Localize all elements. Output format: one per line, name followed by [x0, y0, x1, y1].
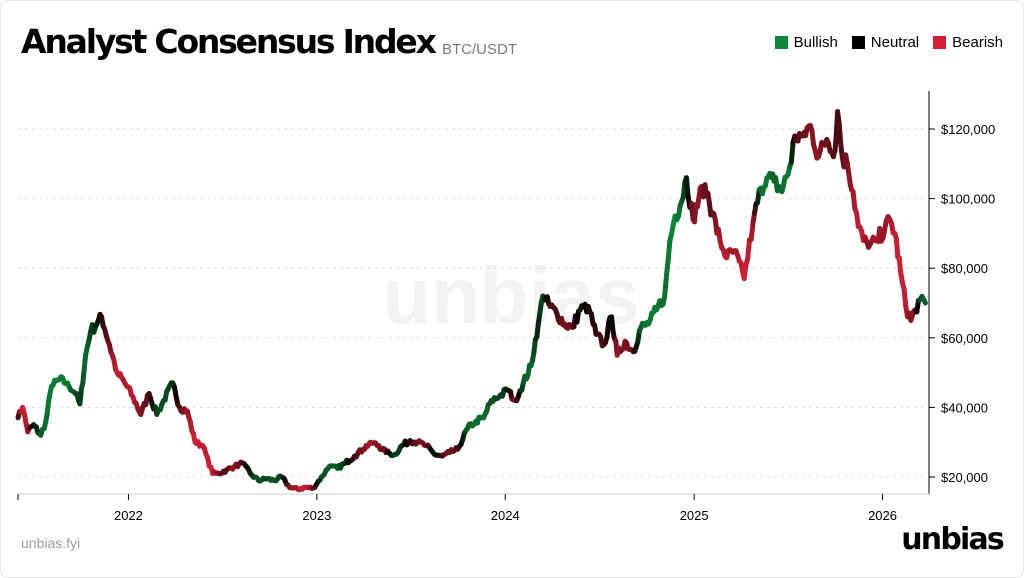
- legend-label-bullish: Bullish: [793, 34, 838, 51]
- chart-subtitle: BTC/USDT: [442, 41, 517, 58]
- watermark-text: unbias: [382, 251, 640, 340]
- legend: Bullish Neutral Bearish: [774, 34, 1003, 51]
- price-line-segment: [77, 386, 84, 407]
- y-tick-label: $60,000: [941, 331, 988, 346]
- x-tick-label: 2026: [868, 508, 897, 523]
- price-line-segment: [745, 237, 752, 262]
- axes: $20,000 $40,000 $60,000 $80,000 $100,000 $120…: [17, 91, 995, 523]
- brand-logo: unbias: [901, 522, 1005, 557]
- price-line-segment: [664, 257, 671, 278]
- chart-title: Analyst Consensus Index: [21, 22, 437, 61]
- legend-swatch-bearish: [933, 36, 947, 49]
- price-line-segment: [748, 220, 756, 242]
- y-tick-label: $20,000: [941, 470, 988, 485]
- legend-item-bullish: Bullish: [774, 34, 838, 51]
- grid-lines: [18, 128, 929, 478]
- price-line-segment: [683, 175, 691, 199]
- price-chart: unbias $20,000 $40,000 $60,000 $80,000 $100,…: [15, 91, 995, 523]
- y-tick-label: $80,000: [941, 261, 988, 276]
- price-line: [15, 109, 928, 493]
- x-tick-label: 2023: [302, 508, 331, 523]
- price-line-segment: [893, 236, 901, 260]
- legend-item-bearish: Bearish: [933, 34, 1003, 51]
- legend-label-neutral: Neutral: [870, 34, 920, 51]
- price-line-segment: [662, 273, 669, 299]
- price-line-segment: [850, 189, 858, 211]
- legend-swatch-neutral: [851, 36, 865, 49]
- y-tick-label: $120,000: [941, 122, 995, 137]
- legend-label-bearish: Bearish: [952, 34, 1003, 51]
- price-line-segment: [901, 286, 909, 309]
- price-line-segment: [788, 139, 796, 165]
- footer-source[interactable]: unbias.fyi: [21, 535, 81, 551]
- price-line-segment: [665, 237, 673, 263]
- y-tick-label: $40,000: [941, 400, 988, 415]
- y-tick-label: $100,000: [941, 192, 995, 207]
- x-tick-label: 2024: [491, 508, 520, 523]
- legend-item-neutral: Neutral: [851, 34, 920, 51]
- x-tick-label: 2022: [114, 508, 143, 523]
- legend-swatch-bullish: [774, 36, 788, 49]
- price-line-segment: [921, 297, 928, 306]
- price-line-segment: [836, 121, 844, 147]
- x-tick-label: 2025: [680, 508, 709, 523]
- price-line-segment: [832, 130, 839, 153]
